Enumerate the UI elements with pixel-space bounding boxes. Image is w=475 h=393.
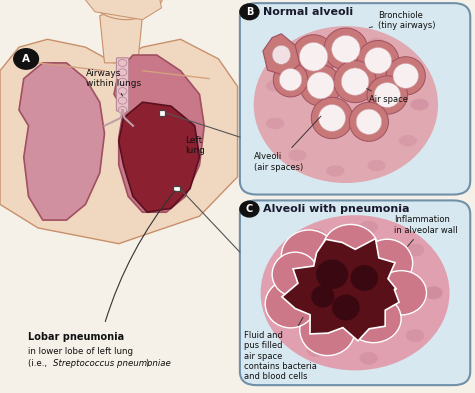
Text: B: B: [246, 7, 253, 17]
Ellipse shape: [300, 304, 355, 356]
Ellipse shape: [406, 244, 424, 257]
Ellipse shape: [266, 80, 285, 92]
Ellipse shape: [281, 230, 337, 282]
Ellipse shape: [346, 295, 401, 343]
FancyBboxPatch shape: [240, 3, 470, 195]
Text: (i.e.,: (i.e.,: [28, 359, 50, 368]
Ellipse shape: [118, 78, 127, 85]
Ellipse shape: [300, 65, 341, 106]
Ellipse shape: [424, 286, 443, 299]
Ellipse shape: [88, 0, 164, 20]
Ellipse shape: [279, 68, 302, 91]
Ellipse shape: [254, 26, 438, 183]
Ellipse shape: [288, 149, 307, 161]
Ellipse shape: [332, 295, 360, 321]
Text: Left
lung: Left lung: [185, 136, 205, 155]
Text: in lower lobe of left lung: in lower lobe of left lung: [28, 347, 133, 356]
FancyBboxPatch shape: [116, 58, 129, 111]
Polygon shape: [119, 102, 200, 212]
Ellipse shape: [406, 329, 424, 342]
Ellipse shape: [365, 48, 391, 73]
Ellipse shape: [424, 286, 443, 299]
Ellipse shape: [265, 280, 316, 328]
Ellipse shape: [319, 105, 345, 131]
Polygon shape: [114, 55, 204, 212]
Text: Air space: Air space: [367, 88, 408, 104]
Ellipse shape: [307, 229, 325, 242]
Ellipse shape: [323, 224, 378, 272]
Text: Fluid and
pus filled
air space
contains bacteria
and blood cells: Fluid and pus filled air space contains …: [245, 318, 317, 382]
Ellipse shape: [362, 239, 413, 287]
Bar: [159, 110, 165, 116]
Bar: [173, 186, 180, 191]
Ellipse shape: [288, 48, 307, 60]
Ellipse shape: [410, 99, 429, 110]
Ellipse shape: [118, 97, 127, 104]
Ellipse shape: [367, 38, 386, 50]
Polygon shape: [19, 63, 104, 220]
Ellipse shape: [376, 271, 427, 315]
Circle shape: [240, 4, 259, 20]
Polygon shape: [86, 0, 162, 20]
Text: Alveoli with pneumonia: Alveoli with pneumonia: [263, 204, 409, 214]
Ellipse shape: [341, 68, 369, 95]
Ellipse shape: [118, 59, 127, 66]
Ellipse shape: [273, 62, 308, 97]
Ellipse shape: [410, 99, 429, 110]
Ellipse shape: [118, 107, 127, 114]
Ellipse shape: [307, 344, 325, 357]
Circle shape: [14, 49, 38, 69]
Ellipse shape: [367, 76, 408, 114]
Ellipse shape: [326, 33, 344, 44]
Ellipse shape: [261, 215, 449, 370]
Ellipse shape: [357, 40, 399, 81]
Ellipse shape: [272, 45, 291, 64]
Ellipse shape: [367, 160, 386, 171]
Ellipse shape: [272, 252, 318, 296]
Ellipse shape: [118, 88, 127, 95]
Ellipse shape: [118, 69, 127, 76]
Text: Streptococcus pneumoniae: Streptococcus pneumoniae: [53, 359, 171, 368]
Ellipse shape: [316, 259, 348, 289]
Polygon shape: [263, 34, 300, 76]
Ellipse shape: [311, 97, 353, 139]
Text: Inflammation
in alveolar wall: Inflammation in alveolar wall: [394, 215, 458, 246]
Ellipse shape: [399, 135, 417, 147]
Ellipse shape: [374, 83, 400, 107]
Polygon shape: [282, 239, 399, 341]
Ellipse shape: [360, 221, 378, 234]
Ellipse shape: [272, 309, 291, 322]
Ellipse shape: [307, 72, 334, 99]
Text: Normal alveoli: Normal alveoli: [263, 7, 353, 17]
Ellipse shape: [324, 28, 368, 70]
Ellipse shape: [356, 109, 381, 134]
Ellipse shape: [334, 61, 376, 103]
Ellipse shape: [292, 35, 335, 79]
Text: Airways
within lungs: Airways within lungs: [86, 69, 141, 96]
Text: A: A: [22, 54, 30, 64]
Text: ): ): [145, 359, 148, 368]
Ellipse shape: [299, 42, 328, 71]
FancyBboxPatch shape: [240, 200, 470, 385]
Ellipse shape: [332, 35, 360, 63]
Ellipse shape: [326, 165, 344, 176]
Ellipse shape: [349, 102, 389, 141]
Ellipse shape: [399, 62, 417, 74]
FancyBboxPatch shape: [0, 0, 238, 393]
Text: Bronchiole
(tiny airways): Bronchiole (tiny airways): [369, 11, 436, 30]
Circle shape: [240, 201, 259, 217]
Ellipse shape: [311, 285, 334, 308]
Text: C: C: [246, 204, 253, 214]
Ellipse shape: [351, 265, 378, 291]
Text: Lobar pneumonia: Lobar pneumonia: [28, 332, 124, 342]
Ellipse shape: [360, 352, 378, 365]
Ellipse shape: [386, 57, 425, 95]
Ellipse shape: [266, 118, 285, 129]
Polygon shape: [100, 8, 142, 63]
Ellipse shape: [393, 63, 418, 88]
Ellipse shape: [272, 264, 291, 277]
Text: Alveoli
(air spaces): Alveoli (air spaces): [254, 116, 321, 172]
Polygon shape: [0, 39, 238, 244]
